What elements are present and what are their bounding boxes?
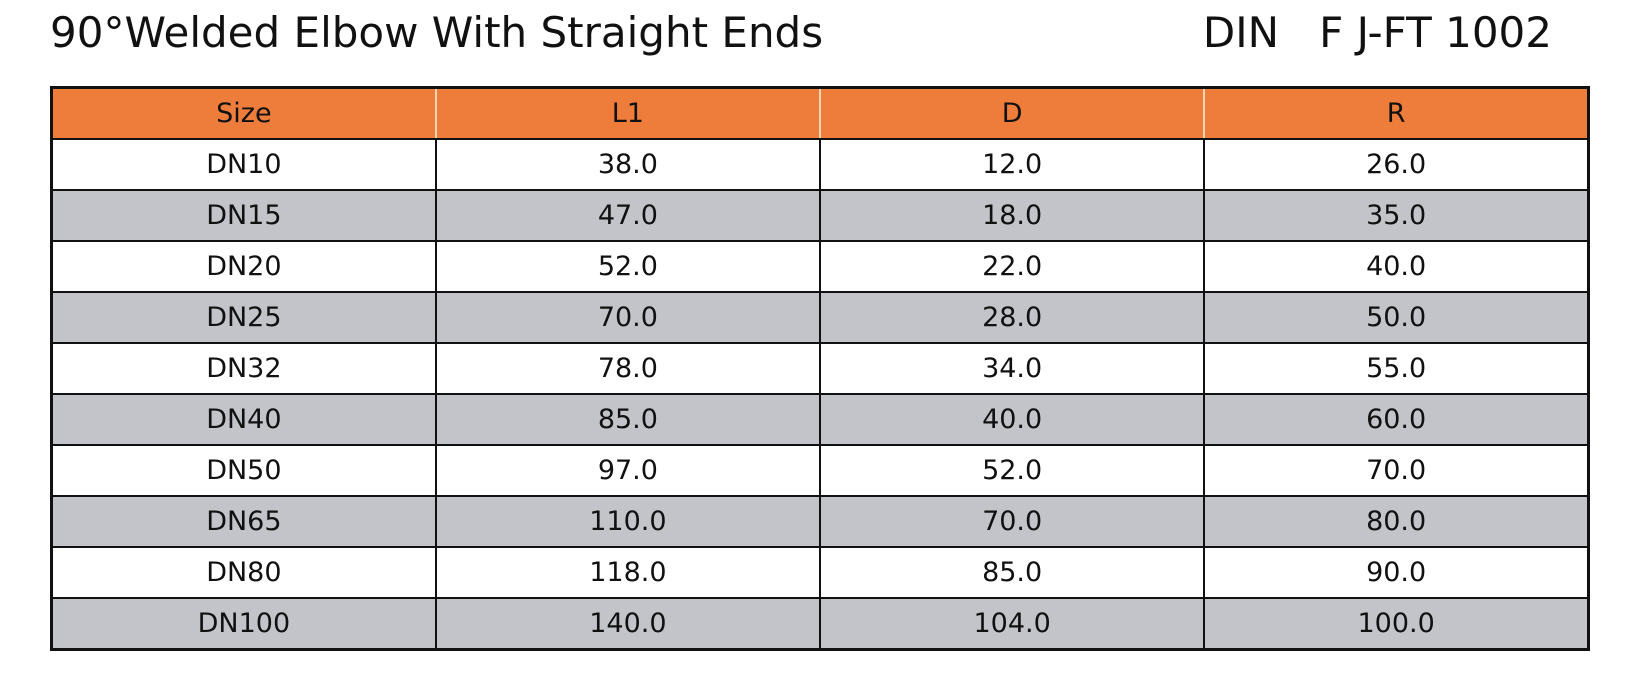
column-header: D [818, 86, 1206, 140]
table-cell: DN100 [50, 597, 437, 651]
title: 90°Welded Elbow With Straight Ends [50, 8, 824, 57]
table-cell: 80.0 [1203, 495, 1590, 548]
table-row: DN15 47.0 18.0 35.0 [50, 189, 1590, 242]
table-cell: 34.0 [818, 342, 1206, 395]
table-body: DN10 38.0 12.0 26.0 DN15 47.0 18.0 35.0 DN20 52.0… [50, 138, 1590, 651]
standard: DIN F J-FT 1002 [1202, 8, 1552, 57]
table-cell: DN50 [50, 444, 437, 497]
table-cell: 85.0 [434, 393, 822, 446]
table-cell: DN40 [50, 393, 437, 446]
table-row: DN32 78.0 34.0 55.0 [50, 342, 1590, 395]
table-cell: 40.0 [818, 393, 1206, 446]
table-cell: DN32 [50, 342, 437, 395]
table-row: DN40 85.0 40.0 60.0 [50, 393, 1590, 446]
column-header: R [1203, 86, 1590, 140]
table-row: DN25 70.0 28.0 50.0 [50, 291, 1590, 344]
table-cell: 104.0 [818, 597, 1206, 651]
column-header: L1 [434, 86, 822, 140]
table-cell: 22.0 [818, 240, 1206, 293]
table-cell: 70.0 [818, 495, 1206, 548]
table-row: DN10 38.0 12.0 26.0 [50, 138, 1590, 191]
table-cell: 140.0 [434, 597, 822, 651]
table-row: DN50 97.0 52.0 70.0 [50, 444, 1590, 497]
table-cell: DN20 [50, 240, 437, 293]
table-cell: 18.0 [818, 189, 1206, 242]
table-cell: 50.0 [1203, 291, 1590, 344]
table-cell: 55.0 [1203, 342, 1590, 395]
table-cell: 38.0 [434, 138, 822, 191]
column-header: Size [50, 86, 437, 140]
table-cell: 85.0 [818, 546, 1206, 599]
table-cell: DN25 [50, 291, 437, 344]
table-row: DN20 52.0 22.0 40.0 [50, 240, 1590, 293]
table-cell: 40.0 [1203, 240, 1590, 293]
table-cell: DN65 [50, 495, 437, 548]
table-cell: DN10 [50, 138, 437, 191]
table-cell: 118.0 [434, 546, 822, 599]
table-cell: 70.0 [434, 291, 822, 344]
table-cell: 97.0 [434, 444, 822, 497]
table-cell: 47.0 [434, 189, 822, 242]
table-cell: 60.0 [1203, 393, 1590, 446]
table-cell: 26.0 [1203, 138, 1590, 191]
table-cell: 100.0 [1203, 597, 1590, 651]
table-cell: 12.0 [818, 138, 1206, 191]
table-cell: 28.0 [818, 291, 1206, 344]
table-cell: 52.0 [434, 240, 822, 293]
table-row: DN100 140.0 104.0 100.0 [50, 597, 1590, 651]
spec-table: Size L1 D R DN10 38.0 12.0 26.0 DN15 47.0 18.0 35.… [50, 86, 1590, 651]
table-cell: 35.0 [1203, 189, 1590, 242]
table-cell: DN80 [50, 546, 437, 599]
table-cell: DN15 [50, 189, 437, 242]
table-row: DN65 110.0 70.0 80.0 [50, 495, 1590, 548]
table-cell: 110.0 [434, 495, 822, 548]
table-cell: 52.0 [818, 444, 1206, 497]
header-row: Size L1 D R [50, 86, 1590, 140]
table-row: DN80 118.0 85.0 90.0 [50, 546, 1590, 599]
table-cell: 70.0 [1203, 444, 1590, 497]
table-cell: 78.0 [434, 342, 822, 395]
table-cell: 90.0 [1203, 546, 1590, 599]
